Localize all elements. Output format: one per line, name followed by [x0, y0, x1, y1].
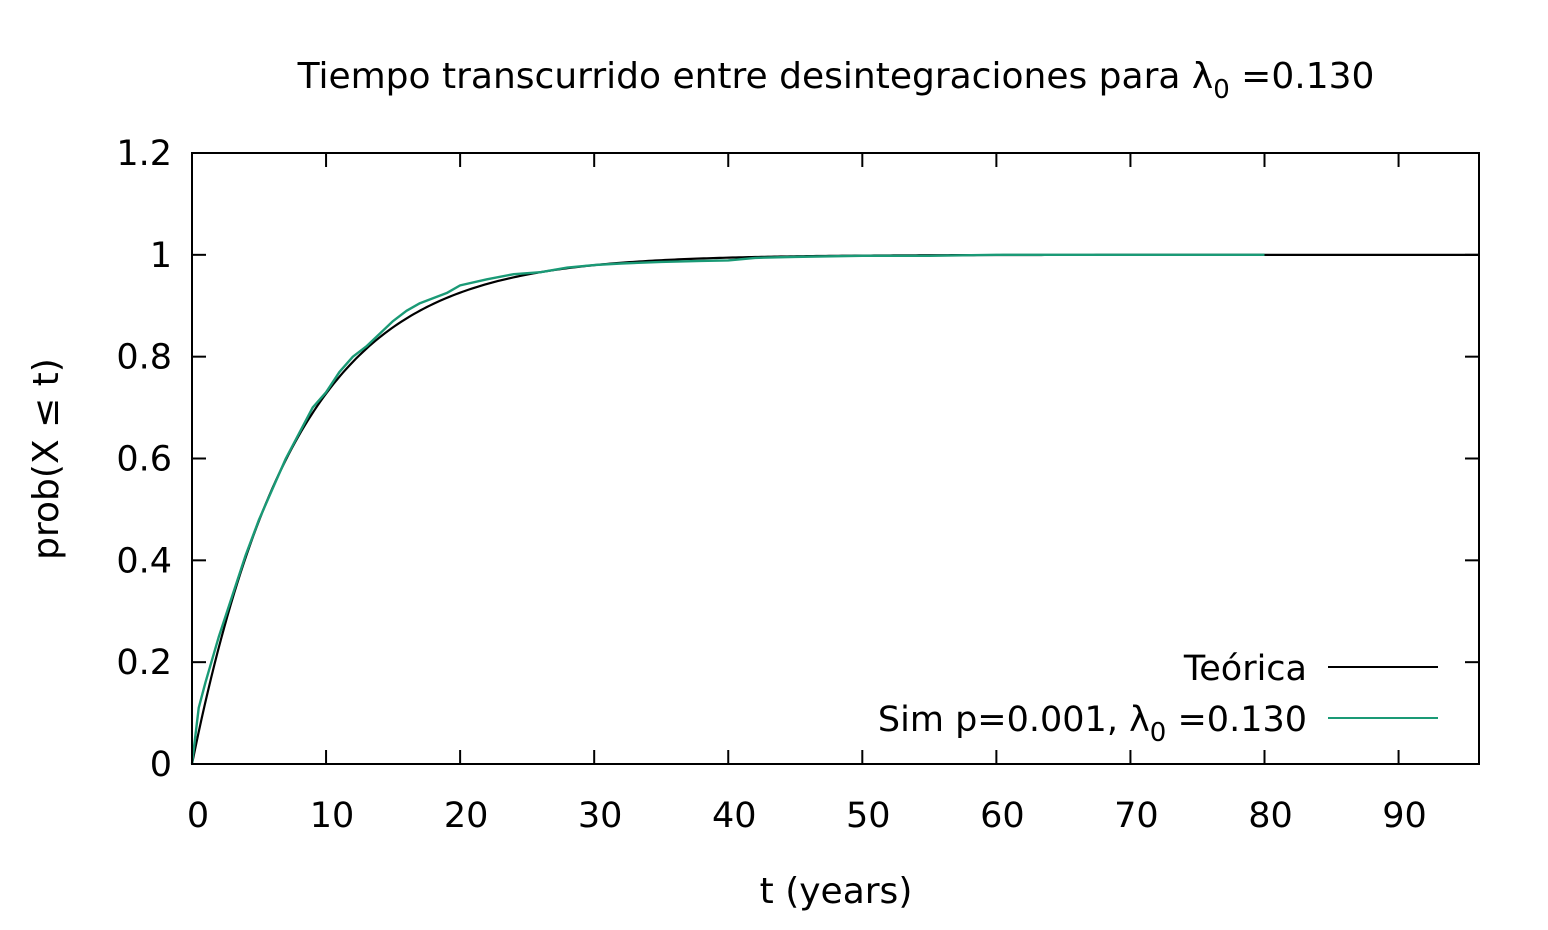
y-tick-label: 1	[150, 236, 172, 276]
y-tick-label: 0.6	[116, 440, 172, 480]
x-tick-label: 20	[444, 796, 489, 836]
y-tick-label: 0.4	[116, 541, 172, 581]
chart-title-main: Tiempo transcurrido entre desintegracion…	[297, 56, 1214, 97]
legend-label-sim-subscript: 0	[1150, 718, 1167, 748]
x-tick-label: 70	[1114, 796, 1159, 836]
plot-frame	[191, 152, 1480, 765]
y-tick-label: 0.8	[116, 338, 172, 378]
x-tick-label: 50	[846, 796, 891, 836]
legend-label-sim: Sim p=0.001, λ0 =0.130	[878, 700, 1307, 748]
legend-label-sim-suffix: =0.130	[1166, 700, 1307, 740]
x-tick-label: 30	[578, 796, 623, 836]
chart-title: Tiempo transcurrido entre desintegracion…	[297, 56, 1375, 105]
legend-label-sim-main: Sim p=0.001, λ	[878, 700, 1150, 740]
chart-title-suffix: =0.130	[1230, 56, 1375, 97]
y-tick-label: 1.2	[116, 134, 172, 174]
axis-ticks: 0 10 20 30 40 50 60 70 80 90 0 0.2 0.4 0.6 0.8 1 1.2	[116, 134, 1479, 836]
series-line-sim	[190, 253, 1265, 765]
x-tick-label: 80	[1248, 796, 1293, 836]
legend: Teórica Sim p=0.001, λ0 =0.130	[878, 649, 1438, 748]
chart-title-subscript: 0	[1213, 75, 1230, 105]
y-tick-label: 0	[150, 745, 172, 785]
x-tick-label: 90	[1382, 796, 1427, 836]
y-axis-label: prob(X ≤ t)	[26, 358, 67, 560]
y-tick-label: 0.2	[116, 643, 172, 683]
series-layer	[190, 253, 1479, 765]
x-axis-label: t (years)	[760, 871, 913, 912]
x-tick-label: 0	[187, 796, 209, 836]
x-tick-label: 60	[980, 796, 1025, 836]
x-tick-label: 10	[310, 796, 355, 836]
x-tick-label: 40	[712, 796, 757, 836]
legend-label-teorica: Teórica	[1183, 649, 1307, 689]
